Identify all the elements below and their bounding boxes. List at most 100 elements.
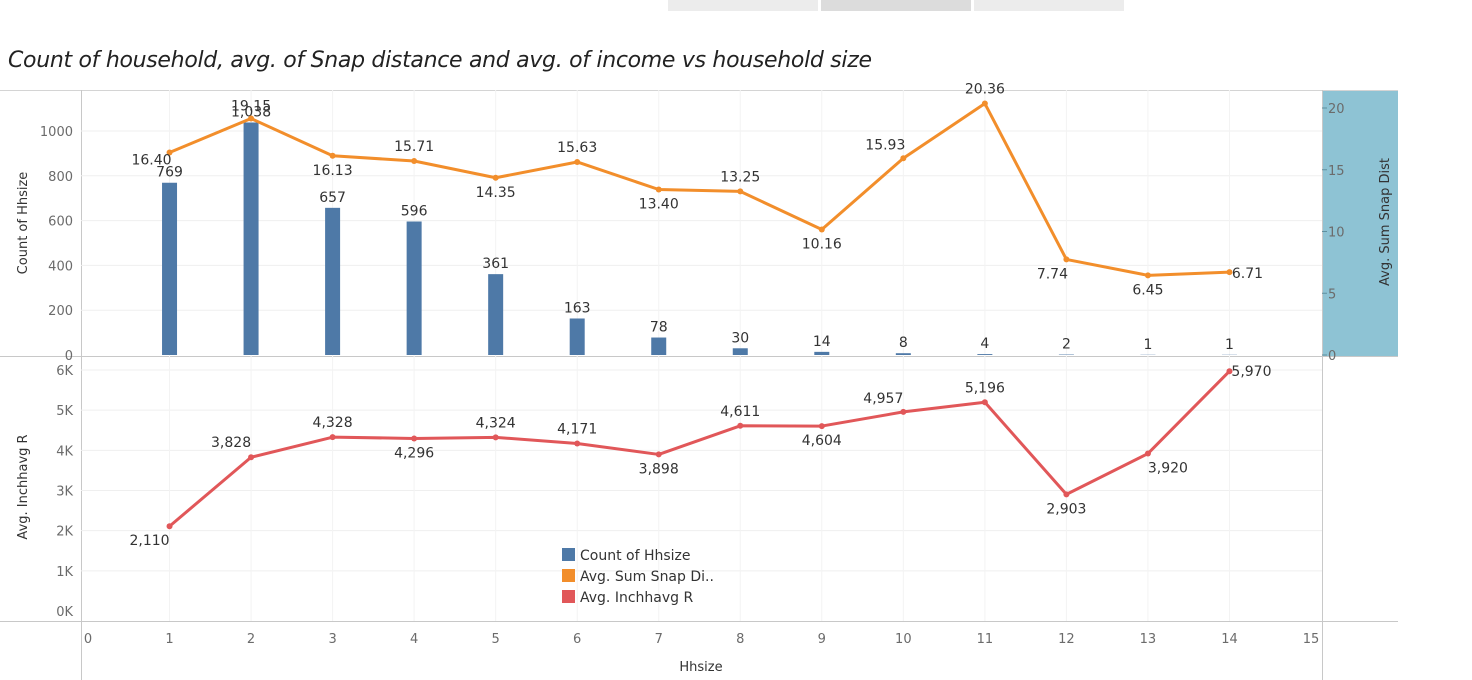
tab[interactable]	[668, 0, 818, 11]
x-tick-label: 4	[410, 632, 418, 647]
income-point	[166, 523, 173, 530]
tab[interactable]	[974, 0, 1124, 11]
x-tick-label: 2	[247, 632, 255, 647]
legend-swatch	[562, 548, 575, 561]
snap-point	[981, 100, 988, 107]
x-tick-label: 11	[977, 632, 994, 647]
income-data-label: 4,171	[557, 421, 597, 437]
income-line	[168, 370, 1231, 528]
x-axis-title: Hhsize	[679, 660, 722, 675]
income-data-label: 4,611	[720, 404, 760, 420]
x-tick-label: 3	[328, 632, 336, 647]
snap-data-label: 15.63	[557, 140, 597, 156]
income-point	[981, 399, 988, 406]
x-tick-label: 5	[492, 632, 500, 647]
snap-point	[900, 155, 907, 162]
y-tick-label: 1K	[56, 565, 73, 580]
legend-label: Avg. Sum Snap Di..	[580, 569, 714, 585]
income-data-label: 4,328	[313, 415, 353, 431]
income-point	[900, 408, 907, 415]
x-tick-label: 13	[1140, 632, 1157, 647]
y2-tick-label: 20	[1328, 102, 1345, 117]
y-tick-label: 600	[48, 215, 73, 230]
snap-point	[248, 115, 255, 122]
snap-point	[737, 188, 744, 195]
y2-tick-label: 10	[1328, 226, 1345, 241]
chart-title: Count of household, avg. of Snap distanc…	[8, 48, 872, 73]
snap-point	[1063, 256, 1070, 263]
x-tick-label: 10	[895, 632, 912, 647]
x-tick-label: 14	[1221, 632, 1238, 647]
bar-data-label: 30	[731, 330, 749, 346]
bar-data-label: 4	[980, 336, 989, 352]
tab-active[interactable]	[821, 0, 971, 11]
bar-data-label: 596	[401, 203, 428, 219]
income-point	[574, 440, 581, 447]
snap-point	[1144, 272, 1151, 279]
income-data-label: 3,898	[639, 461, 679, 477]
income-point	[1063, 491, 1070, 498]
income-point	[329, 434, 336, 441]
y-tick-label: 3K	[56, 485, 73, 500]
income-data-label: 4,604	[802, 433, 842, 449]
bar	[814, 351, 830, 355]
income-point	[248, 454, 255, 461]
x-tick-label: 15	[1303, 632, 1320, 647]
y-tick-label: 0	[65, 349, 73, 364]
bar-data-label: 2	[1062, 337, 1071, 353]
snap-data-label: 15.71	[394, 139, 434, 155]
income-point	[411, 435, 418, 442]
bar	[977, 354, 993, 355]
y2-tick-label: 15	[1328, 164, 1345, 179]
income-point	[655, 451, 662, 458]
snap-point	[492, 174, 499, 181]
x-tick-label: 6	[573, 632, 581, 647]
snap-data-label: 10.16	[802, 237, 842, 253]
snap-point	[574, 158, 581, 165]
y-tick-label: 0K	[56, 605, 73, 620]
bar	[732, 348, 748, 355]
bar-data-label: 8	[899, 335, 908, 351]
y-tick-label: 4K	[56, 444, 73, 459]
x-tick-label: 1	[165, 632, 173, 647]
income-point	[1226, 368, 1233, 375]
snap-data-label: 13.40	[639, 197, 679, 213]
income-point	[737, 422, 744, 429]
snap-data-label: 13.25	[720, 169, 760, 185]
x-tick-label: 7	[655, 632, 663, 647]
income-point	[818, 423, 825, 430]
income-data-label: 2,903	[1046, 501, 1086, 517]
y2-tick-label: 5	[1328, 287, 1336, 302]
y-tick-label: 400	[48, 259, 73, 274]
legend-swatch	[562, 569, 575, 582]
snap-point	[411, 157, 418, 164]
snap-point	[818, 226, 825, 233]
bar	[325, 207, 341, 355]
y-tick-label: 5K	[56, 404, 73, 419]
income-data-label: 4,324	[476, 415, 516, 431]
snap-line	[168, 102, 1230, 277]
income-data-label: 3,920	[1148, 461, 1188, 477]
snap-data-label: 19.15	[231, 98, 271, 114]
legend-label: Avg. Inchhavg R	[580, 590, 693, 606]
snap-data-label: 16.40	[131, 152, 171, 168]
bar-data-label: 1	[1143, 337, 1152, 353]
y-tick-label: 200	[48, 304, 73, 319]
right-axis-panel	[1322, 90, 1398, 356]
x-tick-label: 8	[736, 632, 744, 647]
snap-point	[329, 152, 336, 159]
y-tick-label: 1000	[40, 125, 73, 140]
bar	[651, 337, 667, 355]
bar-data-label: 361	[482, 256, 509, 272]
snap-data-label: 7.74	[1037, 266, 1068, 282]
snap-data-label: 20.36	[965, 82, 1005, 98]
x-tick-label: 12	[1058, 632, 1075, 647]
x-tick-label: 9	[818, 632, 826, 647]
bar-data-label: 163	[564, 300, 591, 316]
snap-data-label: 14.35	[476, 185, 516, 201]
bar-data-label: 1,038	[231, 104, 271, 120]
bar-data-label: 1	[1225, 337, 1234, 353]
snap-data-label: 6.71	[1232, 266, 1263, 282]
bar-data-label: 14	[813, 334, 831, 350]
